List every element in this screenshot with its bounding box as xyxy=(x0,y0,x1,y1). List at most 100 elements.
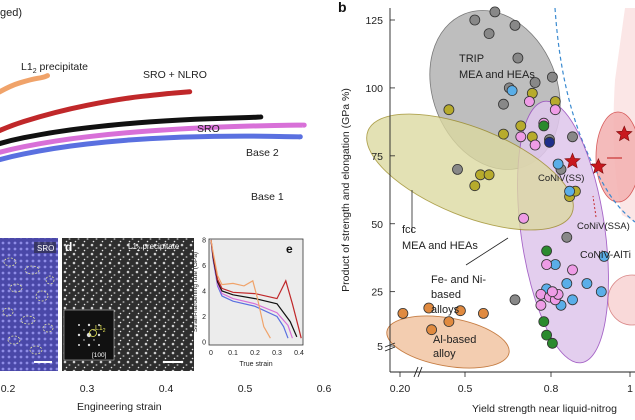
panel-b-x-tick-label: 0.5 xyxy=(458,383,473,395)
star-coniv-ssa xyxy=(590,157,607,174)
curve-base-2 xyxy=(0,122,307,155)
panel-b-x-tick-label: 0.20 xyxy=(390,383,411,395)
curve-sro xyxy=(0,114,264,147)
panel-b-stars xyxy=(564,125,633,174)
data-point xyxy=(549,104,561,116)
data-point xyxy=(509,19,521,31)
panel-b-x-tick-label: 0.8 xyxy=(544,383,559,395)
coniv-group-ellipse xyxy=(595,111,635,203)
panel-b-y-tick-label: 25 xyxy=(371,287,383,299)
curve-sro-nlro xyxy=(0,89,193,134)
panel-a-title-fragment: ged) xyxy=(0,7,22,19)
label-l12-precipitate: L12 precipitate xyxy=(21,61,88,75)
data-point xyxy=(567,264,578,276)
panel-a-curves xyxy=(0,73,307,163)
star-coniv xyxy=(615,125,633,142)
data-point xyxy=(477,307,489,319)
data-point xyxy=(524,96,535,107)
axis-break xyxy=(417,366,423,378)
panel-e-y-tick-label: 8 xyxy=(202,238,206,245)
data-point xyxy=(538,316,550,328)
label-sro-nlro: SRO + NLRO xyxy=(143,69,207,81)
data-point xyxy=(397,307,409,319)
data-point xyxy=(443,316,455,328)
panel-b-letter: b xyxy=(338,0,347,15)
panel-e-xlabel: True strain xyxy=(239,361,272,368)
micrograph-sro: SRO xyxy=(0,238,58,371)
panel-a-x-tick-label: 0.6 xyxy=(317,383,332,395)
data-point xyxy=(515,131,527,143)
panel-a-x-tick-label: 0.4 xyxy=(159,383,174,395)
e-curve-sro-nlro xyxy=(210,239,302,339)
data-point xyxy=(567,131,578,143)
annot-fe-ni: Fe- and Ni- xyxy=(431,274,486,286)
panel-a-x-tick-label: 0.3 xyxy=(80,383,95,395)
panel-e-curves xyxy=(210,239,302,339)
data-point xyxy=(547,71,558,83)
data-point xyxy=(552,158,564,170)
panel-e-y-tick-label: 4 xyxy=(202,289,206,296)
data-point xyxy=(567,294,578,306)
panel-e-ylabel: Strain-hardening rate (GPa) xyxy=(192,252,199,332)
fe-ni-leader-line xyxy=(465,237,509,266)
coniv-alti-ellipse xyxy=(607,274,635,326)
panel-e-x-tick-label: 0.1 xyxy=(228,350,238,357)
data-point xyxy=(489,6,501,18)
panel-b-xlabel: Yield strength near liquid-nitrog xyxy=(472,403,617,415)
data-point xyxy=(443,104,455,116)
panel-b-y-tick-label: 5 xyxy=(377,341,383,353)
panel-d-letter: d xyxy=(65,240,72,254)
annot-alloy: alloy xyxy=(433,348,456,360)
annot-based: based xyxy=(431,289,461,301)
axis-break xyxy=(384,346,396,352)
data-point xyxy=(535,299,547,311)
axis-break xyxy=(413,366,419,378)
panel-b-points xyxy=(397,6,610,349)
data-point xyxy=(538,120,550,132)
panel-e-ticks: 0 0.1 0.2 0.3 0.4 0 2 4 6 8 xyxy=(202,238,304,358)
annot-trip: TRIP xyxy=(459,53,484,65)
panel-b-ylabel: Product of strength and elongation (GPa … xyxy=(340,88,352,292)
annot-al-based: Al-based xyxy=(433,334,476,346)
data-point xyxy=(561,278,573,289)
data-point xyxy=(426,324,438,336)
data-point xyxy=(541,245,552,257)
fcc-ellipse xyxy=(366,113,574,231)
panel-a-labels: L12 precipitate SRO + NLRO SRO Base 2 Ba… xyxy=(21,61,284,203)
panel-e-y-tick-label: 6 xyxy=(202,263,206,270)
panel-a-xlabel: Engineering strain xyxy=(77,401,162,413)
e-curve-l1-precipitate xyxy=(210,239,271,339)
curve-l1-precipitate xyxy=(0,73,50,95)
panel-b-y-tick-label: 100 xyxy=(365,83,383,95)
panel-e-y-tick-label: 2 xyxy=(202,314,206,321)
micrograph-l12: d L12 precipitate L12 [100] xyxy=(62,238,194,371)
axis-break xyxy=(384,342,396,348)
annot-coniv-ssa: CoNiV(SSA) xyxy=(577,221,630,232)
panel-e-x-tick-label: 0.3 xyxy=(272,350,282,357)
data-point xyxy=(541,259,552,270)
panel-e-x-tick-label: 0.4 xyxy=(294,350,304,357)
data-point xyxy=(469,180,481,192)
data-point xyxy=(529,139,541,151)
data-point xyxy=(598,250,610,262)
data-point xyxy=(498,98,509,110)
label-sro: SRO xyxy=(197,123,220,135)
data-point xyxy=(454,305,466,317)
annot-fcc-mea: MEA and HEAs xyxy=(402,240,478,252)
data-point xyxy=(483,28,495,39)
panel-a-x-ticks: 0.2 0.3 0.4 0.5 0.6 xyxy=(1,383,332,395)
annot-coniv-alti: CoNiV-AlTi xyxy=(580,249,631,261)
panel-a-x-tick-label: 0.5 xyxy=(238,383,253,395)
data-point xyxy=(423,302,435,314)
panel-a-chart: ged) L12 precipitate SRO + NLRO SRO Base… xyxy=(0,7,331,413)
data-point xyxy=(512,52,524,64)
inset-d-spot-label: L12 xyxy=(95,325,106,334)
annot-alloys: alloys xyxy=(431,304,460,316)
panel-e-letter: e xyxy=(286,242,293,256)
data-point xyxy=(529,77,541,88)
panel-e-x-tick-label: 0.2 xyxy=(250,350,260,357)
data-point xyxy=(581,278,593,289)
annealing-arrow xyxy=(592,195,597,218)
annot-trip-mea: MEA and HEAs xyxy=(459,69,535,81)
